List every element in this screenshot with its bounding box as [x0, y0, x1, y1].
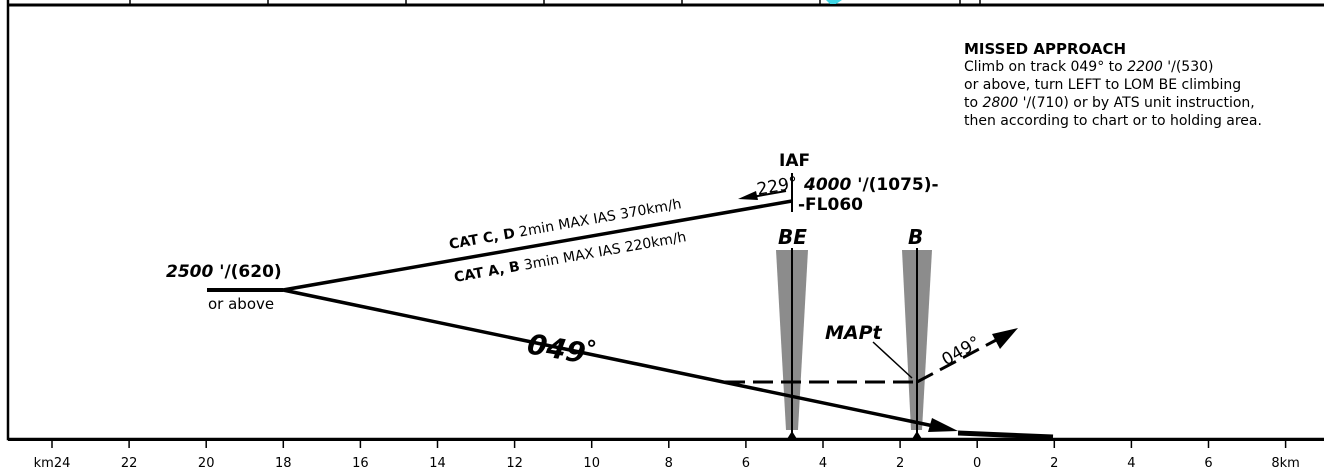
- missed-approach-line-3: to 2800 '/(710) or by ATS unit instructi…: [964, 95, 1255, 111]
- missed-track-label: 049°: [939, 333, 984, 371]
- scale-label: 12: [506, 456, 523, 471]
- scale-label: 18: [275, 456, 292, 471]
- final-track-label: 049: [525, 327, 588, 370]
- scale-label: 4: [1127, 456, 1135, 471]
- outbound-leg: [282, 199, 793, 292]
- distance-scale-labels: km24 22 20 18 16 14 12 10 8 6 4 2 0 2 4 6 8km: [34, 456, 1300, 471]
- missed-approach-text: MISSED APPROACH Climb on track 049° to 2…: [964, 40, 1314, 130]
- be-beacon-marker: [787, 431, 797, 439]
- scale-label: 6: [742, 456, 750, 471]
- scale-label: 14: [429, 456, 446, 471]
- scale-label: 6: [1204, 456, 1212, 471]
- b-beacon-marker: [912, 431, 922, 439]
- iaf-label: IAF: [779, 151, 810, 171]
- final-track-degree: °: [583, 336, 598, 363]
- accent-mark: [826, 0, 842, 4]
- top-strip-ticks: [129, 0, 981, 5]
- scale-label: 8km: [1271, 456, 1299, 471]
- missed-approach-line-2: or above, turn LEFT to LOM BE climbing: [964, 77, 1242, 93]
- scale-label: 10: [583, 456, 600, 471]
- missed-approach-title: MISSED APPROACH: [964, 40, 1127, 58]
- scale-label: 4: [819, 456, 827, 471]
- scale-label: 8: [665, 456, 673, 471]
- missed-approach-line-4: then according to chart or to holding ar…: [964, 113, 1262, 129]
- outbound-track-arrowhead: [738, 191, 758, 200]
- missed-approach-arrowhead: [992, 328, 1018, 349]
- scale-label: 22: [121, 456, 138, 471]
- final-approach-track: [282, 288, 949, 431]
- scale-label: 16: [352, 456, 369, 471]
- scale-label: 2: [1050, 456, 1058, 471]
- scale-label: 20: [198, 456, 215, 471]
- scale-label: km24: [34, 456, 71, 471]
- be-beacon-label: BE: [778, 225, 807, 249]
- missed-approach-line-1: Climb on track 049° to 2200 '/(530): [964, 59, 1214, 75]
- scale-label: 0: [973, 456, 981, 471]
- mapt-label: MAPt: [825, 322, 883, 344]
- distance-scale-ticks: [51, 440, 1287, 448]
- b-beacon-label: B: [908, 225, 923, 249]
- scale-label: 2: [896, 456, 904, 471]
- intermediate-altitude-label: 2500 '/(620): [166, 262, 282, 282]
- or-above-label: or above: [208, 295, 274, 313]
- final-approach-arrowhead: [928, 418, 958, 432]
- outbound-track-arrow: [751, 190, 787, 198]
- missed-approach-dashed: [916, 336, 1001, 384]
- iaf-flight-level: -FL060: [798, 195, 863, 215]
- runway-segment: [957, 430, 1054, 440]
- mapt-leader: [872, 341, 913, 379]
- iaf-altitude: 4000 '/(1075)-: [803, 175, 939, 195]
